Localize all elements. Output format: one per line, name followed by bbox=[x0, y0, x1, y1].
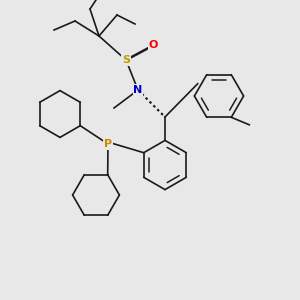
Text: N: N bbox=[134, 85, 142, 95]
Text: P: P bbox=[104, 139, 112, 149]
Text: O: O bbox=[148, 40, 158, 50]
Text: S: S bbox=[122, 55, 130, 65]
